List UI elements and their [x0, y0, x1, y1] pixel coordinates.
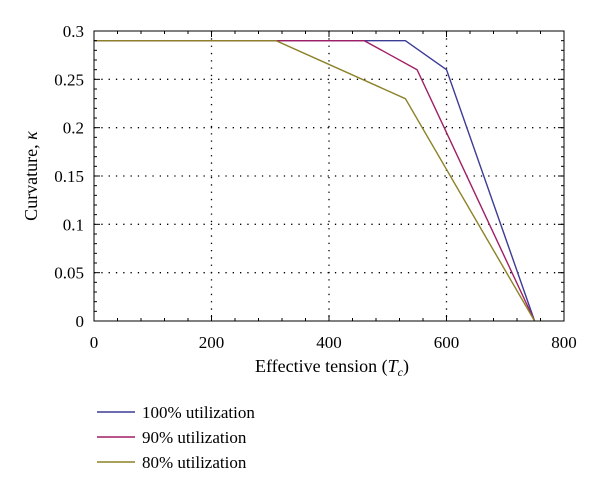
y-tick-label: 0.3 [63, 22, 84, 41]
x-tick-labels: 0 200 400 600 800 [90, 333, 577, 352]
plot-frame [93, 30, 565, 322]
y-tick-label: 0.25 [54, 70, 84, 89]
y-tick-labels: 0 0.05 0.1 0.15 0.2 0.25 0.3 [54, 22, 84, 331]
y-axis-title: Curvature, κ [21, 131, 41, 221]
x-tick-label: 800 [551, 333, 577, 352]
y-tick-label: 0.2 [63, 119, 84, 138]
y-tick-label: 0 [76, 312, 85, 331]
series-line-2 [94, 40, 536, 322]
x-axis-title: Effective tension (Tc) [255, 356, 409, 379]
x-tick-label: 600 [434, 333, 460, 352]
x-tick-label: 400 [316, 333, 342, 352]
legend-label: 80% utilization [142, 453, 247, 472]
series-lines [94, 40, 536, 322]
y-tick-label: 0.15 [54, 167, 84, 186]
legend: 100% utilization 90% utilization 80% utili… [97, 403, 255, 472]
y-tick-label: 0.05 [54, 264, 84, 283]
x-tick-label: 0 [90, 333, 99, 352]
series-line-3 [94, 40, 536, 322]
x-tick-label: 200 [199, 333, 225, 352]
grid [94, 31, 564, 321]
legend-label: 90% utilization [142, 428, 247, 447]
tick-marks [93, 30, 565, 322]
legend-label: 100% utilization [142, 403, 255, 422]
y-tick-label: 0.1 [63, 215, 84, 234]
